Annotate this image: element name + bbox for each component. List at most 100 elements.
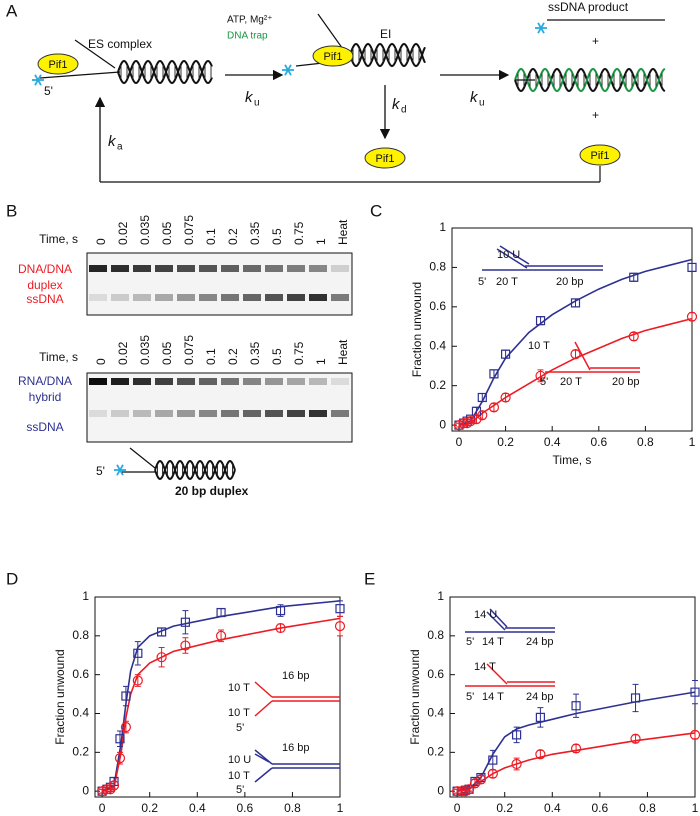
- x-tick-label: 0.6: [590, 435, 607, 449]
- lane-label: 0.1: [204, 228, 218, 245]
- x-tick-label: 0.2: [497, 435, 514, 449]
- y-tick-label: 0.8: [427, 628, 444, 642]
- fit-line: [101, 600, 341, 792]
- error-bar: [632, 683, 639, 713]
- label: DNA/DNA: [18, 262, 72, 276]
- x-tick-label: 1: [337, 801, 344, 815]
- gel-band: [177, 265, 195, 272]
- error-bar: [573, 693, 580, 718]
- gel-band: [221, 410, 239, 417]
- stroke: [74, 39, 116, 69]
- gel-band: [265, 378, 283, 385]
- helix-strand: [117, 59, 213, 85]
- marker: [180, 640, 191, 651]
- marker: [570, 743, 582, 754]
- x-tick-label: 0.2: [141, 801, 158, 815]
- y-tick-label: 1: [439, 220, 446, 234]
- lane-label: 0.2: [226, 348, 240, 365]
- error-bar: [122, 685, 129, 707]
- error-bar: [218, 608, 225, 617]
- marker: [535, 749, 546, 760]
- error-bar: [502, 393, 509, 402]
- helix-strand: [349, 42, 426, 68]
- marker: [512, 730, 522, 740]
- lane-label: 0.35: [248, 221, 262, 245]
- x-tick-label: 0.4: [544, 435, 561, 449]
- inset-label: 10 U: [228, 754, 251, 766]
- y-tick-label: 0: [439, 417, 446, 431]
- lane-label: Heat: [336, 219, 350, 245]
- x-tick-label: 0: [454, 801, 461, 815]
- y-tick-label: 0.2: [72, 745, 89, 759]
- marker: [690, 687, 700, 697]
- error-bar: [692, 730, 698, 740]
- lane-label: 0.05: [160, 341, 174, 365]
- marker: [535, 712, 545, 722]
- inset-label: 10 U: [497, 249, 520, 261]
- error-bar: [116, 730, 123, 748]
- error-bar: [337, 600, 343, 617]
- gel-band: [243, 294, 261, 301]
- helix-strand: [154, 459, 236, 481]
- gel-band: [221, 294, 239, 301]
- pif1-label: Pif1: [324, 51, 343, 63]
- error-bar: [182, 610, 189, 635]
- x-tick-label: 0.6: [237, 801, 254, 815]
- lane-label: 0.35: [248, 341, 262, 365]
- inset-label: 5': [236, 722, 244, 734]
- rate-sub: u: [254, 98, 260, 109]
- gel: [86, 372, 353, 443]
- marker: [511, 758, 522, 770]
- rate: k: [108, 133, 117, 150]
- panel-letter: E: [364, 569, 375, 588]
- y-tick-label: 1: [437, 589, 444, 603]
- inset-label: 5': [466, 691, 474, 703]
- error-bar: [122, 720, 129, 734]
- y-tick-label: 0.2: [427, 745, 444, 759]
- lane-label: 0.075: [182, 215, 196, 245]
- label: ssDNA product: [548, 0, 629, 14]
- marker: [115, 734, 125, 744]
- panel-letter: D: [6, 569, 18, 588]
- x-tick-label: 1: [692, 801, 699, 815]
- y-tick-label: 0.6: [427, 667, 444, 681]
- marker: [630, 693, 641, 703]
- gel-band: [177, 410, 195, 417]
- stroke: [254, 700, 273, 717]
- plus: +: [592, 108, 599, 122]
- inset-label: 5': [540, 376, 548, 388]
- label: 5': [44, 84, 53, 98]
- gel-band: [265, 294, 283, 301]
- marker: [215, 630, 227, 641]
- marker: [275, 605, 286, 616]
- inset-label: 14 T: [474, 661, 496, 673]
- error-bar: [337, 615, 343, 637]
- helix-strand: [514, 67, 666, 93]
- gel-band: [155, 378, 173, 385]
- marker: [570, 298, 581, 308]
- pif1-protein: [579, 144, 621, 166]
- inset-label: 10 T: [228, 682, 250, 694]
- marker: [465, 416, 476, 427]
- inset-label: 14 T: [482, 636, 504, 648]
- marker: [477, 410, 488, 421]
- lane-label: 0.05: [160, 221, 174, 245]
- stroke: [499, 245, 530, 265]
- inset-label: 5': [466, 636, 474, 648]
- label: duplex: [27, 278, 62, 292]
- error-bar: [537, 707, 544, 728]
- marker: [463, 784, 475, 795]
- gel-band: [155, 265, 173, 272]
- panel-b: B Time, s Time, s DNA/DNA duplex ssDNA R…: [6, 201, 249, 498]
- rate-sub: u: [479, 98, 485, 109]
- gel-band: [133, 410, 151, 417]
- x-tick-label: 0.4: [189, 801, 206, 815]
- inset-label: 24 bp: [526, 636, 554, 648]
- error-bar: [134, 641, 141, 666]
- lane-label: 0.2: [226, 228, 240, 245]
- x-tick-label: 0.8: [639, 801, 656, 815]
- inset-label: 10 T: [228, 707, 250, 719]
- stroke: [486, 663, 508, 685]
- y-tick-label: 0.2: [429, 378, 446, 392]
